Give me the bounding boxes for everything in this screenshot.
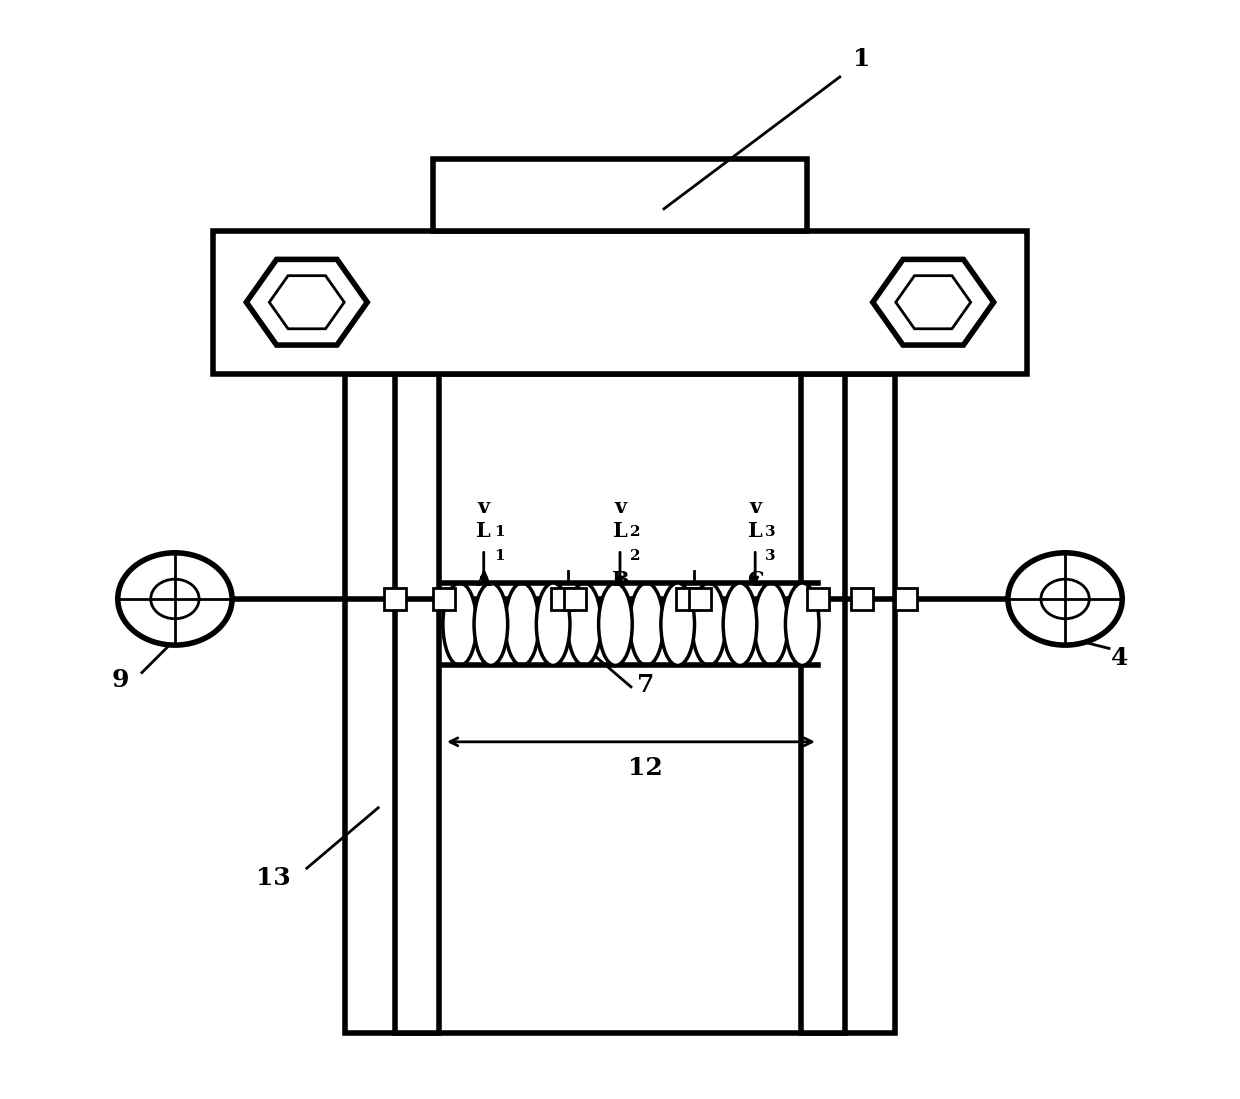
Text: C: C [746,570,764,590]
Bar [807,588,828,610]
Text: 9: 9 [112,668,129,692]
Text: 1: 1 [853,47,870,71]
Text: L: L [476,521,491,541]
Bar [676,588,698,610]
Ellipse shape [568,582,601,666]
Text: L: L [748,521,763,541]
Ellipse shape [151,579,200,619]
Ellipse shape [599,582,632,666]
Text: 7: 7 [636,674,653,698]
Bar [801,374,846,1033]
Polygon shape [873,259,993,345]
Ellipse shape [1008,553,1122,645]
Ellipse shape [785,582,820,666]
Polygon shape [895,276,971,329]
Ellipse shape [505,582,539,666]
Bar [213,231,1027,374]
Text: L: L [613,521,627,541]
Ellipse shape [537,582,570,666]
Ellipse shape [754,582,787,666]
Bar [851,588,873,610]
Bar [551,588,573,610]
Text: A: A [476,570,492,590]
Bar [689,588,712,610]
Bar [564,588,587,610]
Text: 2: 2 [630,550,641,564]
Ellipse shape [474,582,507,666]
Text: 4: 4 [1111,646,1128,670]
Polygon shape [247,259,367,345]
Text: 2: 2 [630,525,641,540]
Ellipse shape [661,582,694,666]
Text: 1: 1 [494,525,505,540]
Ellipse shape [443,582,476,666]
Text: v: v [749,497,761,517]
Polygon shape [269,276,345,329]
Ellipse shape [1040,579,1089,619]
Bar [895,588,916,610]
Text: 1: 1 [494,550,505,564]
Text: 12: 12 [627,756,662,780]
Ellipse shape [118,553,232,645]
Ellipse shape [723,582,756,666]
Ellipse shape [630,582,663,666]
Bar [345,374,895,1033]
Ellipse shape [692,582,725,666]
Bar [433,159,807,231]
Text: 3: 3 [765,550,776,564]
Text: B: B [611,570,629,590]
Text: 3: 3 [765,525,776,540]
Text: 13: 13 [257,866,291,890]
Text: v: v [477,497,490,517]
Bar [383,588,405,610]
Text: v: v [614,497,626,517]
Bar [433,588,455,610]
Bar [394,374,439,1033]
